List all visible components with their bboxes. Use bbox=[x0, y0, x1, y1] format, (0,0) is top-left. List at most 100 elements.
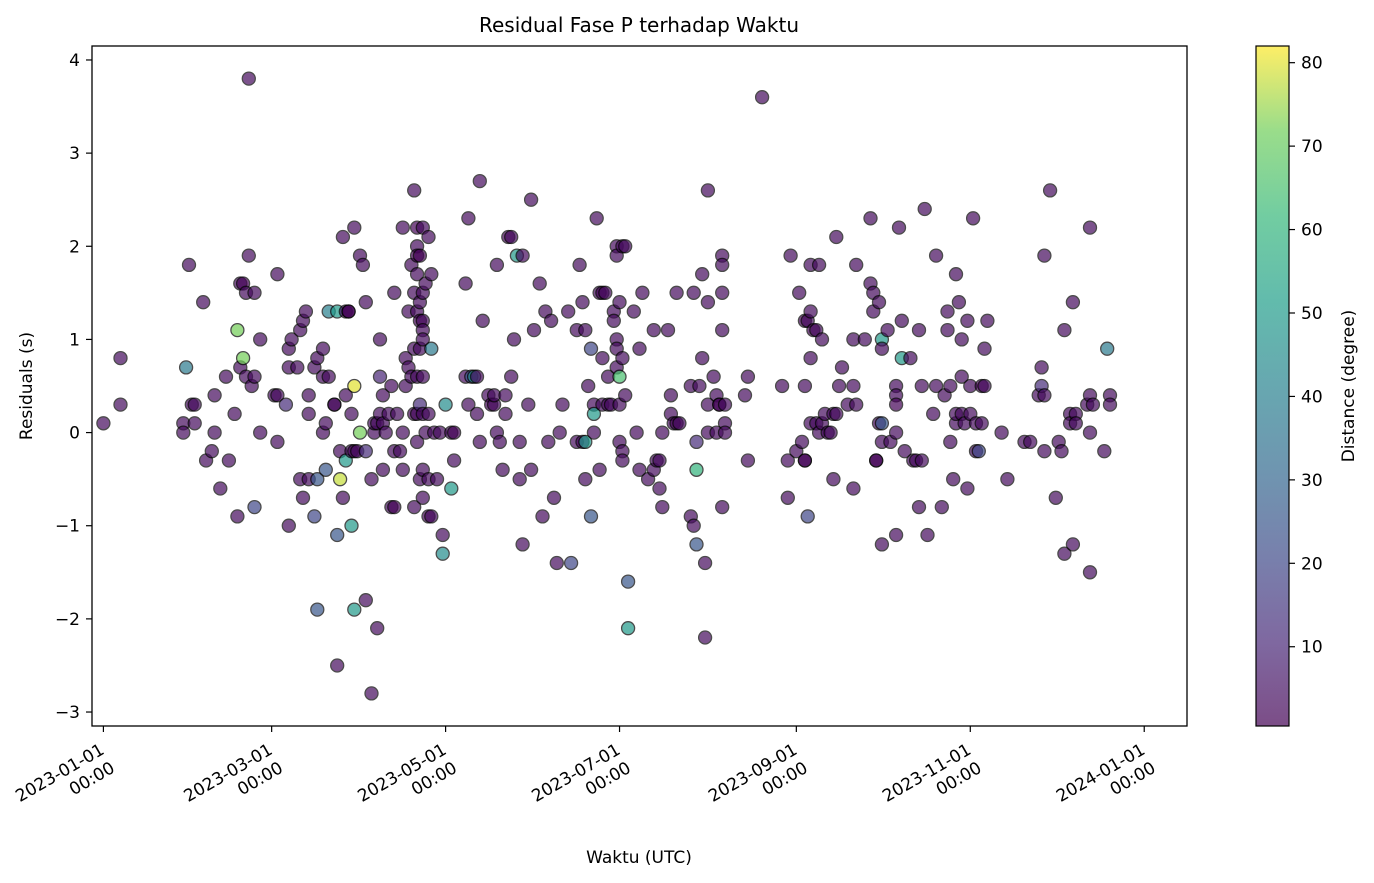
data-point bbox=[686, 518, 701, 533]
data-point bbox=[213, 481, 228, 496]
data-point bbox=[977, 378, 992, 394]
data-point bbox=[834, 360, 850, 375]
data-point bbox=[695, 267, 710, 282]
data-point bbox=[221, 453, 237, 468]
data-point bbox=[589, 211, 604, 226]
data-point bbox=[446, 453, 462, 468]
data-point bbox=[652, 481, 667, 496]
data-point bbox=[689, 434, 704, 450]
data-point bbox=[960, 313, 975, 328]
data-point bbox=[1068, 416, 1083, 431]
data-point bbox=[458, 276, 473, 291]
data-point bbox=[578, 472, 593, 487]
data-point bbox=[575, 295, 590, 310]
data-point bbox=[715, 257, 730, 273]
data-point bbox=[926, 406, 941, 422]
data-point bbox=[241, 71, 256, 86]
data-point bbox=[849, 257, 864, 273]
data-point bbox=[407, 499, 422, 515]
data-point bbox=[581, 378, 596, 394]
data-point bbox=[871, 295, 887, 310]
data-point bbox=[655, 499, 670, 515]
data-point bbox=[869, 453, 884, 468]
data-point bbox=[697, 555, 713, 571]
data-point bbox=[943, 378, 958, 394]
data-point bbox=[646, 322, 661, 338]
data-point bbox=[612, 295, 627, 310]
data-point bbox=[429, 472, 445, 487]
data-point bbox=[914, 453, 929, 468]
data-point bbox=[318, 462, 333, 477]
data-point bbox=[1065, 295, 1081, 310]
data-point bbox=[1100, 341, 1115, 356]
data-point bbox=[523, 192, 539, 207]
y-tick-label: 0 bbox=[69, 424, 80, 444]
data-point bbox=[561, 304, 576, 319]
data-point bbox=[911, 499, 927, 515]
data-point bbox=[928, 248, 944, 263]
data-point bbox=[615, 350, 630, 366]
data-point bbox=[492, 434, 507, 450]
data-point bbox=[572, 257, 587, 273]
data-point bbox=[526, 322, 542, 338]
data-point bbox=[407, 183, 422, 198]
data-point bbox=[686, 285, 701, 300]
data-point bbox=[338, 388, 353, 403]
data-point bbox=[515, 537, 530, 552]
data-point bbox=[737, 388, 753, 403]
data-point bbox=[489, 257, 505, 273]
data-point bbox=[461, 211, 476, 226]
data-point bbox=[774, 378, 790, 394]
data-point bbox=[1037, 248, 1052, 263]
data-point bbox=[563, 555, 579, 571]
data-point bbox=[797, 378, 813, 394]
data-point bbox=[655, 425, 670, 440]
data-point bbox=[1097, 444, 1112, 459]
data-point bbox=[332, 472, 348, 487]
colorbar-tick-label: 10 bbox=[1301, 638, 1323, 658]
data-point bbox=[717, 425, 733, 440]
data-point bbox=[994, 425, 1009, 440]
data-point bbox=[951, 295, 967, 310]
data-point bbox=[715, 499, 730, 515]
data-point bbox=[372, 332, 388, 347]
data-point bbox=[980, 313, 995, 328]
data-point bbox=[415, 369, 430, 384]
data-point bbox=[395, 220, 410, 235]
data-point bbox=[697, 630, 713, 645]
data-point bbox=[412, 248, 428, 263]
data-point bbox=[692, 378, 707, 394]
data-point bbox=[598, 285, 613, 300]
data-point bbox=[946, 472, 961, 487]
data-point bbox=[204, 444, 219, 459]
data-point bbox=[358, 593, 373, 608]
data-point bbox=[954, 369, 969, 384]
data-point bbox=[888, 397, 904, 412]
data-point bbox=[358, 444, 373, 459]
y-tick-label: 2 bbox=[69, 237, 80, 257]
colorbar-tick-label: 30 bbox=[1301, 471, 1323, 491]
data-point bbox=[783, 248, 798, 263]
data-point bbox=[826, 472, 841, 487]
data-point bbox=[318, 416, 333, 431]
data-point bbox=[253, 425, 268, 440]
data-point bbox=[498, 406, 513, 422]
data-point bbox=[176, 425, 191, 440]
data-point bbox=[1082, 565, 1098, 580]
data-point bbox=[911, 322, 927, 338]
data-point bbox=[595, 350, 610, 366]
data-point bbox=[586, 425, 602, 440]
y-tick-label: −1 bbox=[55, 517, 80, 537]
data-point bbox=[754, 90, 770, 105]
data-point bbox=[965, 211, 981, 226]
data-point bbox=[612, 369, 627, 384]
data-point bbox=[800, 509, 815, 524]
data-point bbox=[321, 369, 336, 384]
colorbar-ticks: 10 20 30 40 50 60 70 80 bbox=[1289, 54, 1323, 658]
data-point bbox=[347, 602, 362, 617]
colorbar-tick-label: 50 bbox=[1301, 304, 1323, 324]
data-point bbox=[583, 509, 599, 524]
data-point bbox=[315, 341, 331, 356]
data-point bbox=[626, 304, 641, 319]
data-point bbox=[253, 332, 268, 347]
